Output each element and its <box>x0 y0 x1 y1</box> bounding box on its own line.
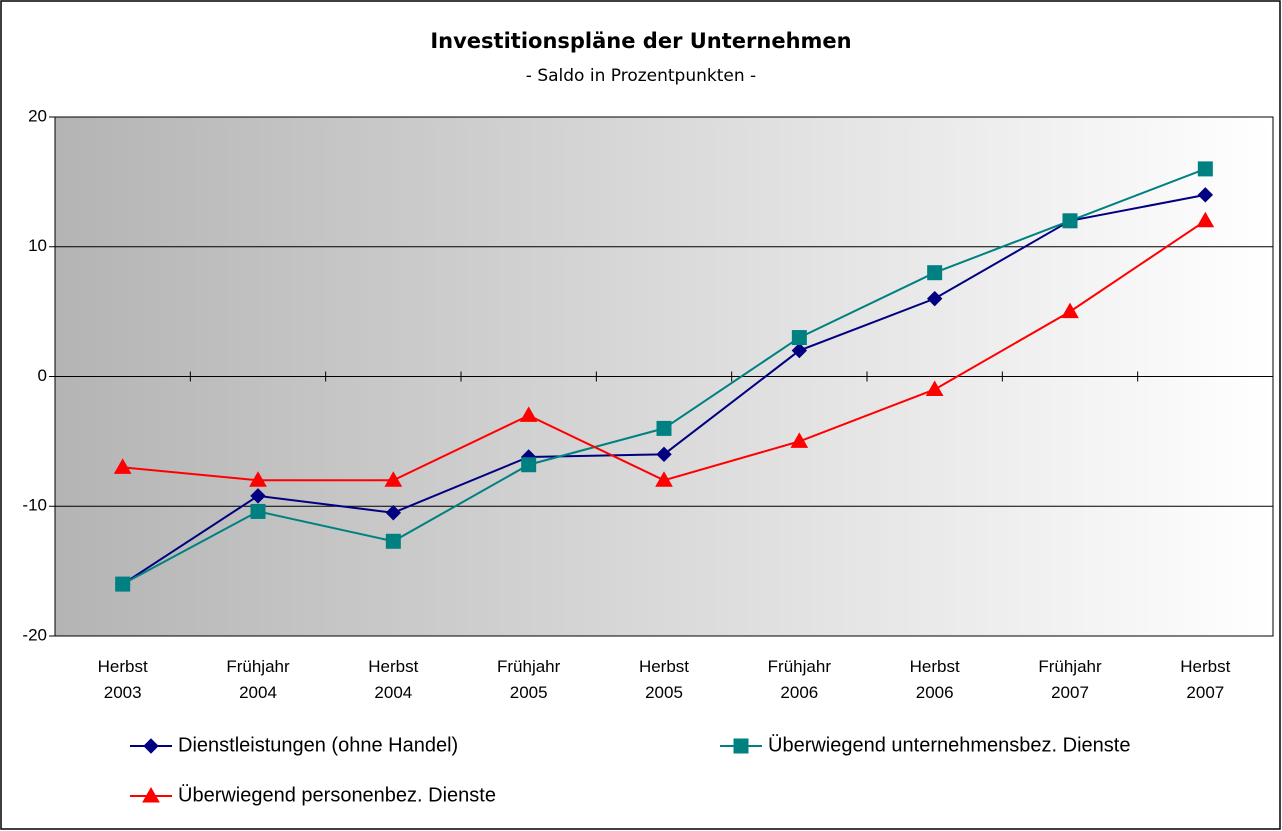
x-tick-label: Frühjahr 2005 <box>497 657 561 702</box>
marker <box>142 786 160 803</box>
marker <box>1197 187 1214 203</box>
legend-label: Überwiegend personenbez. Dienste <box>178 784 496 806</box>
marker <box>791 342 808 359</box>
marker <box>519 406 538 422</box>
marker <box>927 265 943 281</box>
x-tick-label: Herbst 2007 <box>1180 657 1231 702</box>
marker <box>249 471 267 487</box>
x-tick-label: Herbst 2004 <box>368 657 419 702</box>
marker <box>733 738 749 754</box>
marker <box>1062 213 1078 229</box>
marker <box>521 457 537 473</box>
chart-title: Investitionspläne der Unternehmen <box>430 29 851 53</box>
marker <box>250 488 266 504</box>
y-tick-label: 0 <box>38 366 47 385</box>
marker <box>656 446 672 463</box>
marker <box>791 330 807 346</box>
x-tick-label: Herbst 2006 <box>909 657 960 702</box>
x-tick-label: Frühjahr 2007 <box>1038 657 1102 702</box>
legend-label: Dienstleistungen (ohne Handel) <box>178 734 458 756</box>
marker <box>790 432 809 448</box>
marker <box>656 420 672 436</box>
chart-subtitle: - Saldo in Prozentpunkten - <box>526 66 756 86</box>
x-tick-label: Herbst 2003 <box>97 657 148 702</box>
marker <box>1196 211 1215 228</box>
y-tick-label: 10 <box>28 236 47 255</box>
marker <box>1197 161 1213 177</box>
marker <box>143 738 159 754</box>
y-tick-label: -20 <box>22 625 47 644</box>
y-tick-label: 20 <box>28 106 47 125</box>
marker <box>113 458 132 474</box>
marker <box>385 533 401 549</box>
marker <box>925 380 944 396</box>
marker <box>1061 302 1079 319</box>
marker <box>115 576 131 592</box>
x-tick-label: Frühjahr 2006 <box>767 657 831 702</box>
y-tick-label: -10 <box>22 496 47 515</box>
marker <box>655 471 673 487</box>
legend-label: Überwiegend unternehmensbez. Dienste <box>768 734 1130 756</box>
x-tick-label: Herbst 2005 <box>638 657 690 702</box>
marker <box>926 290 943 307</box>
marker <box>384 471 403 487</box>
x-tick-label: Frühjahr 2004 <box>226 657 290 702</box>
marker <box>250 503 266 519</box>
marker <box>385 505 402 521</box>
